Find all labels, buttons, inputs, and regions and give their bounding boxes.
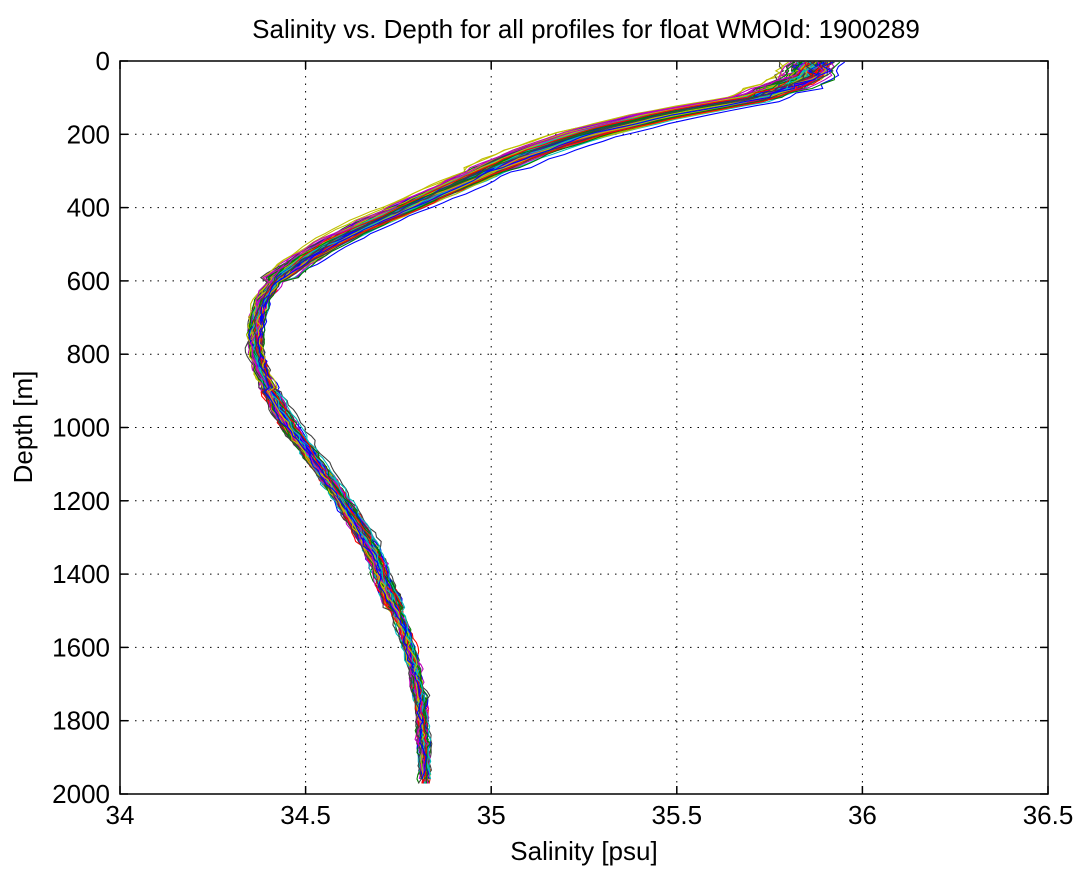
profile-line	[250, 61, 806, 780]
x-tick-label: 34	[106, 800, 135, 830]
y-tick-label: 1000	[52, 413, 110, 443]
y-tick-label: 600	[67, 266, 110, 296]
grid-lines	[120, 61, 1048, 794]
x-tick-label: 35	[477, 800, 506, 830]
profile-line	[256, 61, 831, 780]
x-tick-label: 34.5	[280, 800, 331, 830]
axis-ticks: 34 34.5 35 35.5 36 36.5 0 200 400 600 800 1000 1200 1…	[52, 46, 1073, 830]
x-axis-label: Salinity [psu]	[510, 836, 657, 866]
y-tick-label: 2000	[52, 779, 110, 809]
y-tick-label: 200	[67, 119, 110, 149]
y-tick-label: 400	[67, 193, 110, 223]
profile-series	[244, 61, 846, 784]
y-tick-label: 0	[96, 46, 110, 76]
y-tick-label: 1800	[52, 706, 110, 736]
y-axis-label: Depth [m]	[8, 371, 38, 484]
y-tick-label: 1400	[52, 559, 110, 589]
y-tick-label: 1200	[52, 486, 110, 516]
x-tick-label: 36.5	[1023, 800, 1074, 830]
x-tick-label: 36	[848, 800, 877, 830]
x-tick-label: 35.5	[651, 800, 702, 830]
profile-line	[255, 61, 825, 775]
profile-line	[257, 61, 833, 780]
profile-line	[253, 61, 807, 780]
y-tick-label: 800	[67, 339, 110, 369]
chart-title: Salinity vs. Depth for all profiles for …	[252, 14, 920, 44]
y-tick-label: 1600	[52, 632, 110, 662]
